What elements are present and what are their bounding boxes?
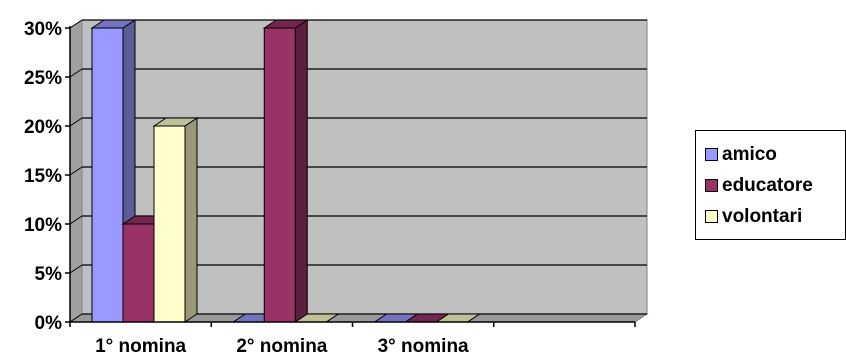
legend: amico educatore volontari (695, 130, 846, 240)
bar (122, 223, 155, 323)
gridline-side (69, 19, 83, 29)
y-tick-label: 25% (24, 68, 62, 89)
y-tick-label: 20% (24, 117, 62, 138)
bar-side (184, 117, 198, 323)
legend-label-amico: amico (722, 143, 777, 165)
legend-swatch-educatore (705, 179, 718, 192)
bar (153, 125, 186, 323)
y-tick-label: 0% (35, 313, 63, 334)
x-tick-label: 2° nomina (236, 336, 327, 357)
legend-label-educatore: educatore (722, 174, 813, 196)
y-tick-label: 5% (35, 264, 63, 285)
x-tick-label: 3° nomina (378, 336, 469, 357)
gridline-side (69, 215, 83, 225)
bar (263, 27, 296, 323)
legend-label-volontari: volontari (722, 205, 803, 227)
y-tick-label: 30% (24, 19, 62, 40)
gridline-side (69, 313, 83, 323)
y-tick-label: 15% (24, 166, 62, 187)
legend-swatch-amico (705, 148, 718, 161)
legend-item-educatore: educatore (696, 170, 845, 201)
legend-swatch-volontari (705, 210, 718, 223)
bar-side (294, 19, 308, 323)
gridline-side (69, 166, 83, 176)
gridline-side (69, 264, 83, 274)
legend-item-amico: amico (696, 139, 845, 170)
bar (91, 27, 124, 323)
gridline-side (69, 117, 83, 127)
x-tick-label: 1° nomina (95, 336, 186, 357)
legend-item-volontari: volontari (696, 201, 845, 232)
y-tick-label: 10% (24, 215, 62, 236)
gridline-side (69, 68, 83, 78)
